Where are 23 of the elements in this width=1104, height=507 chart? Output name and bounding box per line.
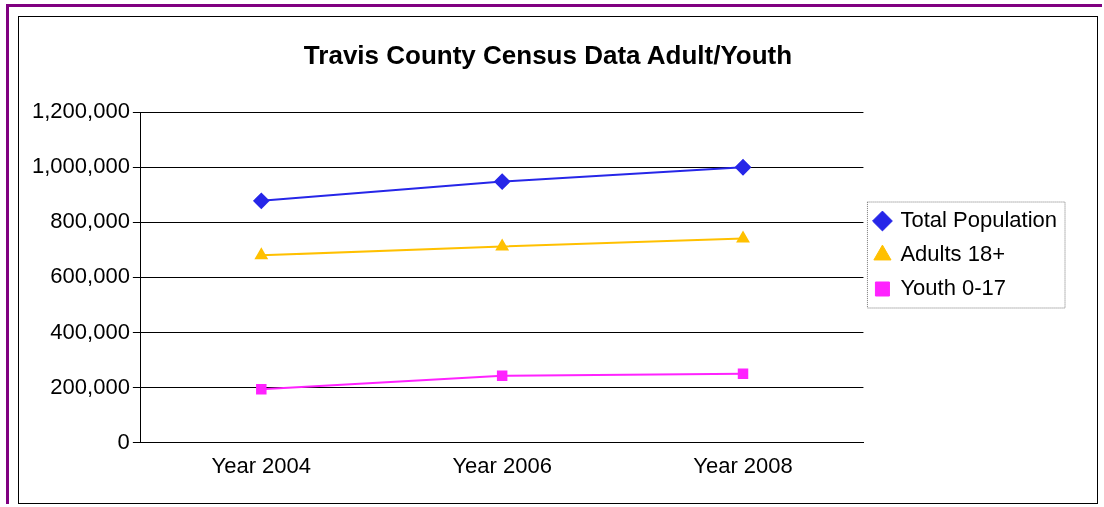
y-tick-label: 400,000 — [50, 318, 130, 344]
point — [495, 239, 509, 251]
legend-label: Adults 18+ — [900, 241, 1006, 267]
point — [255, 248, 268, 260]
point — [253, 192, 270, 209]
x-tick-label: Year 2004 — [211, 452, 312, 478]
point — [494, 173, 511, 190]
chart-title: Travis County Census Data Adult/Youth — [303, 39, 793, 70]
y-tick-label: 1,000,000 — [32, 153, 130, 179]
y-tick-label: 600,000 — [50, 263, 130, 289]
point — [735, 159, 752, 176]
x-tick-label: Year 2006 — [452, 452, 552, 478]
point — [496, 370, 508, 381]
point — [737, 368, 749, 380]
y-tick-label: 0 — [117, 428, 130, 454]
y-tick-label: 1,200,000 — [32, 98, 130, 124]
point — [256, 383, 267, 395]
legend-label: Youth 0-17 — [900, 275, 1007, 301]
point — [736, 231, 750, 243]
legend-label: Total Population — [900, 207, 1058, 233]
y-tick-label: 200,000 — [50, 373, 130, 399]
y-tick-label: 800,000 — [50, 208, 130, 234]
x-tick-label: Year 2008 — [693, 452, 793, 478]
